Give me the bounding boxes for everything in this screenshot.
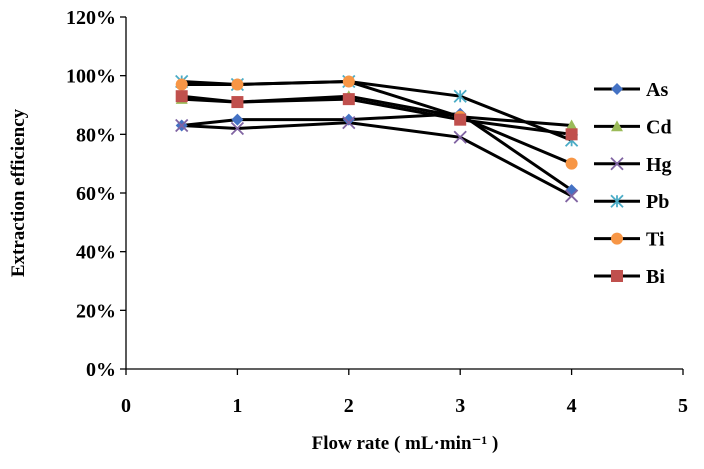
data-point-bi xyxy=(342,93,355,106)
x-tick-label: 1 xyxy=(232,395,242,417)
legend-item-ti: Ti xyxy=(594,229,665,251)
legend-item-hg: Hg xyxy=(594,154,672,176)
y-tick-label: 0% xyxy=(86,359,116,381)
legend-label: Hg xyxy=(646,154,672,176)
data-point-as xyxy=(231,113,244,126)
legend-marker-hg xyxy=(610,157,624,171)
y-tick-label: 60% xyxy=(76,183,116,205)
data-point-pb xyxy=(453,89,467,103)
legend-label: As xyxy=(646,79,668,101)
data-point-hg xyxy=(453,130,467,144)
data-point-ti xyxy=(342,75,355,88)
data-point-hg xyxy=(175,118,189,133)
data-point-bi xyxy=(175,90,188,103)
series-markers-bi xyxy=(175,90,578,141)
x-tick-label: 0 xyxy=(121,395,131,417)
series-layer xyxy=(175,74,579,203)
x-tick-label: 4 xyxy=(567,395,577,417)
data-point-hg xyxy=(342,115,356,130)
y-tick-label: 80% xyxy=(76,124,116,146)
legend-label: Pb xyxy=(646,191,669,213)
x-tick-label: 2 xyxy=(344,395,354,417)
y-tick-label: 40% xyxy=(76,242,116,264)
data-point-hg xyxy=(230,121,245,136)
legend-item-bi: Bi xyxy=(594,266,665,288)
legend-label: Cd xyxy=(646,116,672,138)
data-point-cd xyxy=(565,119,578,131)
plot-area: 0% 20% 40% 60% 80% 100% 120% 0 1 2 3 4 5 xyxy=(66,7,688,417)
y-tick-label: 100% xyxy=(66,66,116,88)
series-markers-hg xyxy=(175,115,579,203)
legend-marker-bi xyxy=(611,270,623,282)
x-axis-ticks: 0 1 2 3 4 5 xyxy=(121,369,688,417)
data-point-bi xyxy=(565,128,578,141)
data-point-bi xyxy=(454,113,467,126)
legend-marker-pb xyxy=(610,194,624,208)
legend-marker-ti xyxy=(611,232,623,245)
data-point-ti xyxy=(231,78,244,91)
series-hg xyxy=(181,121,573,198)
y-tick-label: 20% xyxy=(76,300,116,322)
data-point-ti xyxy=(565,157,578,170)
x-axis-title: Flow rate ( mL·min⁻¹ ) xyxy=(312,433,499,454)
y-axis-ticks: 0% 20% 40% 60% 80% 100% 120% xyxy=(66,7,126,381)
legend-item-pb: Pb xyxy=(594,191,669,213)
legend-label: Ti xyxy=(646,229,665,251)
series-line-hg xyxy=(181,121,573,198)
y-tick-label: 120% xyxy=(66,7,116,29)
y-axis-title: Extraction efficiency xyxy=(8,108,29,277)
legend-item-cd: Cd xyxy=(594,116,672,138)
x-tick-label: 5 xyxy=(678,395,688,417)
data-point-hg xyxy=(564,189,579,203)
legend-marker-as xyxy=(611,83,623,95)
legend-item-as: As xyxy=(594,79,668,101)
data-point-as xyxy=(342,113,355,126)
data-point-bi xyxy=(231,96,244,109)
legend-marker-cd xyxy=(611,120,623,132)
legend-label: Bi xyxy=(646,266,665,288)
legend: As Cd Hg Pb Ti Bi xyxy=(594,79,672,288)
data-point-ti xyxy=(175,78,188,91)
x-tick-label: 3 xyxy=(455,395,465,417)
